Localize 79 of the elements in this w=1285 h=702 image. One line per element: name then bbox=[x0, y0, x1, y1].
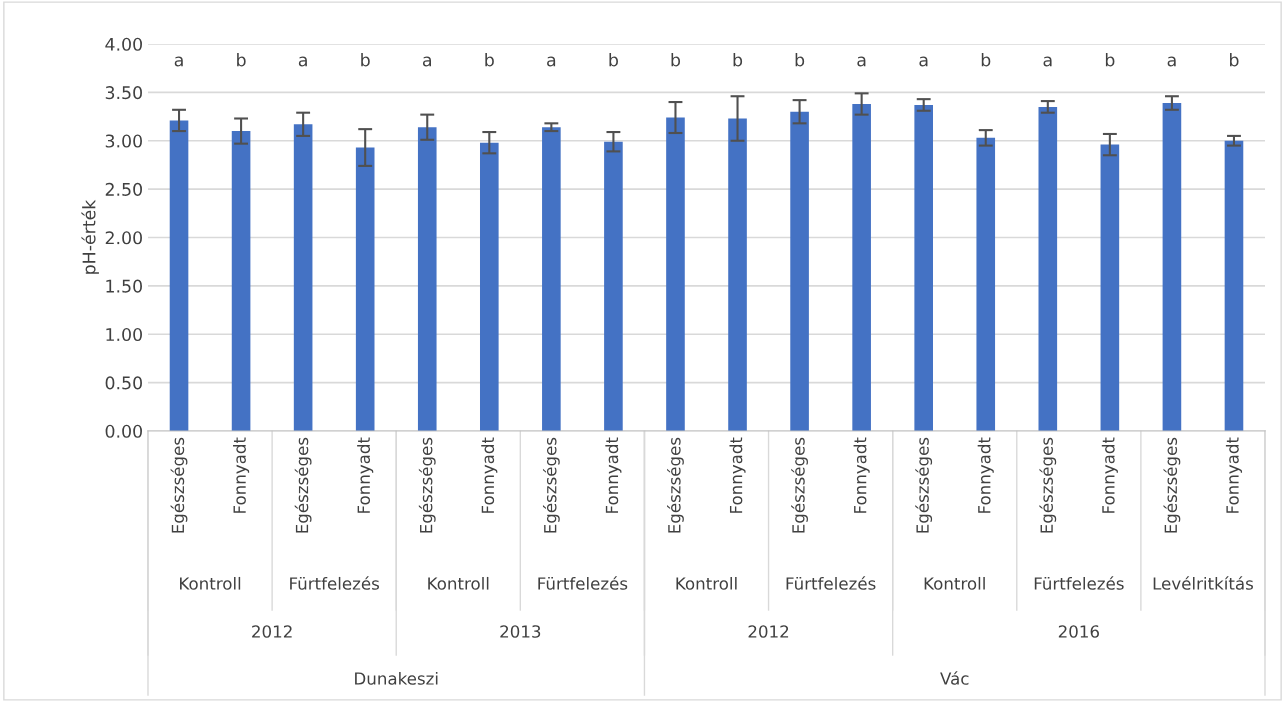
bar bbox=[604, 141, 623, 431]
annotation: a bbox=[857, 56, 866, 67]
bar bbox=[976, 137, 996, 431]
x-tick-label: Fonnyadt bbox=[1225, 437, 1243, 513]
x-tick-label: Egészséges bbox=[1163, 437, 1181, 533]
annotation: b bbox=[1105, 53, 1115, 67]
annotation: b bbox=[671, 53, 681, 67]
text: 2012 bbox=[748, 625, 789, 638]
annotation: a bbox=[919, 56, 928, 67]
text: 2012 bbox=[252, 625, 292, 638]
y-tick-label: 2.00 bbox=[105, 231, 142, 245]
y-tick-label: 0.00 bbox=[105, 424, 142, 438]
annotation: a bbox=[547, 56, 556, 67]
x-tick-label: Egészséges bbox=[791, 437, 808, 533]
annotation: b bbox=[795, 53, 805, 67]
text: 2013 bbox=[500, 625, 541, 638]
text: Kontroll bbox=[924, 576, 985, 590]
x-tick-label: Fonnyadt bbox=[977, 437, 994, 513]
x-tick-label: Fonnyadt bbox=[729, 437, 746, 513]
bar bbox=[790, 111, 809, 431]
bar bbox=[1224, 140, 1244, 431]
x-tick-label: Egészséges bbox=[418, 437, 436, 533]
x-tick-label: Egészséges bbox=[542, 437, 560, 533]
annotation: b bbox=[733, 53, 743, 67]
y-tick-label: 3.00 bbox=[105, 134, 142, 148]
x-tick-label: Fonnyadt bbox=[605, 437, 622, 513]
y-axis-title: pH-érték bbox=[81, 199, 99, 274]
text: Kontroll bbox=[428, 576, 489, 590]
text: Fürtfelezés bbox=[538, 576, 628, 590]
x-tick-label: Fonnyadt bbox=[481, 437, 498, 513]
annotation: b bbox=[1230, 53, 1239, 67]
y-tick-label: 2.50 bbox=[105, 182, 142, 196]
annotation: a bbox=[1167, 56, 1176, 67]
y-tick-label: 1.00 bbox=[106, 327, 142, 342]
bar bbox=[1100, 144, 1120, 431]
x-tick-label: Fonnyadt bbox=[233, 437, 250, 513]
text: Levélritkítás bbox=[1153, 576, 1253, 590]
bar bbox=[1162, 103, 1182, 431]
text: Vác bbox=[940, 671, 969, 685]
x-tick-label: Fonnyadt bbox=[853, 437, 870, 513]
y-tick-label: 3.50 bbox=[105, 86, 142, 100]
annotation: b bbox=[981, 53, 991, 67]
y-tick-label: 0.50 bbox=[105, 376, 142, 390]
annotation: a bbox=[422, 56, 431, 67]
x-tick-label: Egészséges bbox=[1039, 437, 1057, 533]
bar bbox=[852, 103, 871, 431]
text: Kontroll bbox=[180, 576, 241, 590]
text: Dunakeszi bbox=[355, 671, 438, 685]
y-tick-label: 1.50 bbox=[106, 279, 142, 293]
annotation: b bbox=[237, 53, 246, 67]
bar bbox=[542, 127, 561, 431]
bar bbox=[231, 131, 251, 431]
annotation: b bbox=[361, 53, 370, 67]
bar bbox=[666, 117, 685, 431]
bar bbox=[728, 118, 747, 431]
x-tick-label: Fonnyadt bbox=[1101, 437, 1118, 513]
text: Fürtfelezés bbox=[1034, 576, 1124, 590]
text: 2016 bbox=[1058, 625, 1099, 638]
annotation: a bbox=[1043, 56, 1052, 67]
text: Fürtfelezés bbox=[786, 576, 876, 590]
bar bbox=[417, 127, 437, 431]
bar bbox=[1038, 106, 1058, 431]
bar bbox=[355, 147, 375, 431]
x-tick-label: Egészséges bbox=[294, 437, 312, 533]
x-tick-label: Egészséges bbox=[667, 437, 684, 533]
x-tick-label: Egészséges bbox=[915, 437, 933, 533]
bar bbox=[169, 120, 189, 431]
text: Kontroll bbox=[676, 576, 737, 590]
annotation: b bbox=[609, 53, 618, 67]
annotation: a bbox=[298, 56, 307, 67]
bar bbox=[293, 124, 313, 431]
text: Fürtfelezés bbox=[290, 576, 380, 590]
x-tick-label: Fonnyadt bbox=[357, 437, 374, 513]
bar bbox=[480, 142, 499, 431]
annotation: b bbox=[485, 53, 494, 67]
annotation: a bbox=[174, 56, 183, 67]
bar bbox=[914, 104, 933, 431]
y-tick-label: 4.00 bbox=[105, 37, 142, 51]
x-tick-label: Egészséges bbox=[170, 437, 188, 533]
